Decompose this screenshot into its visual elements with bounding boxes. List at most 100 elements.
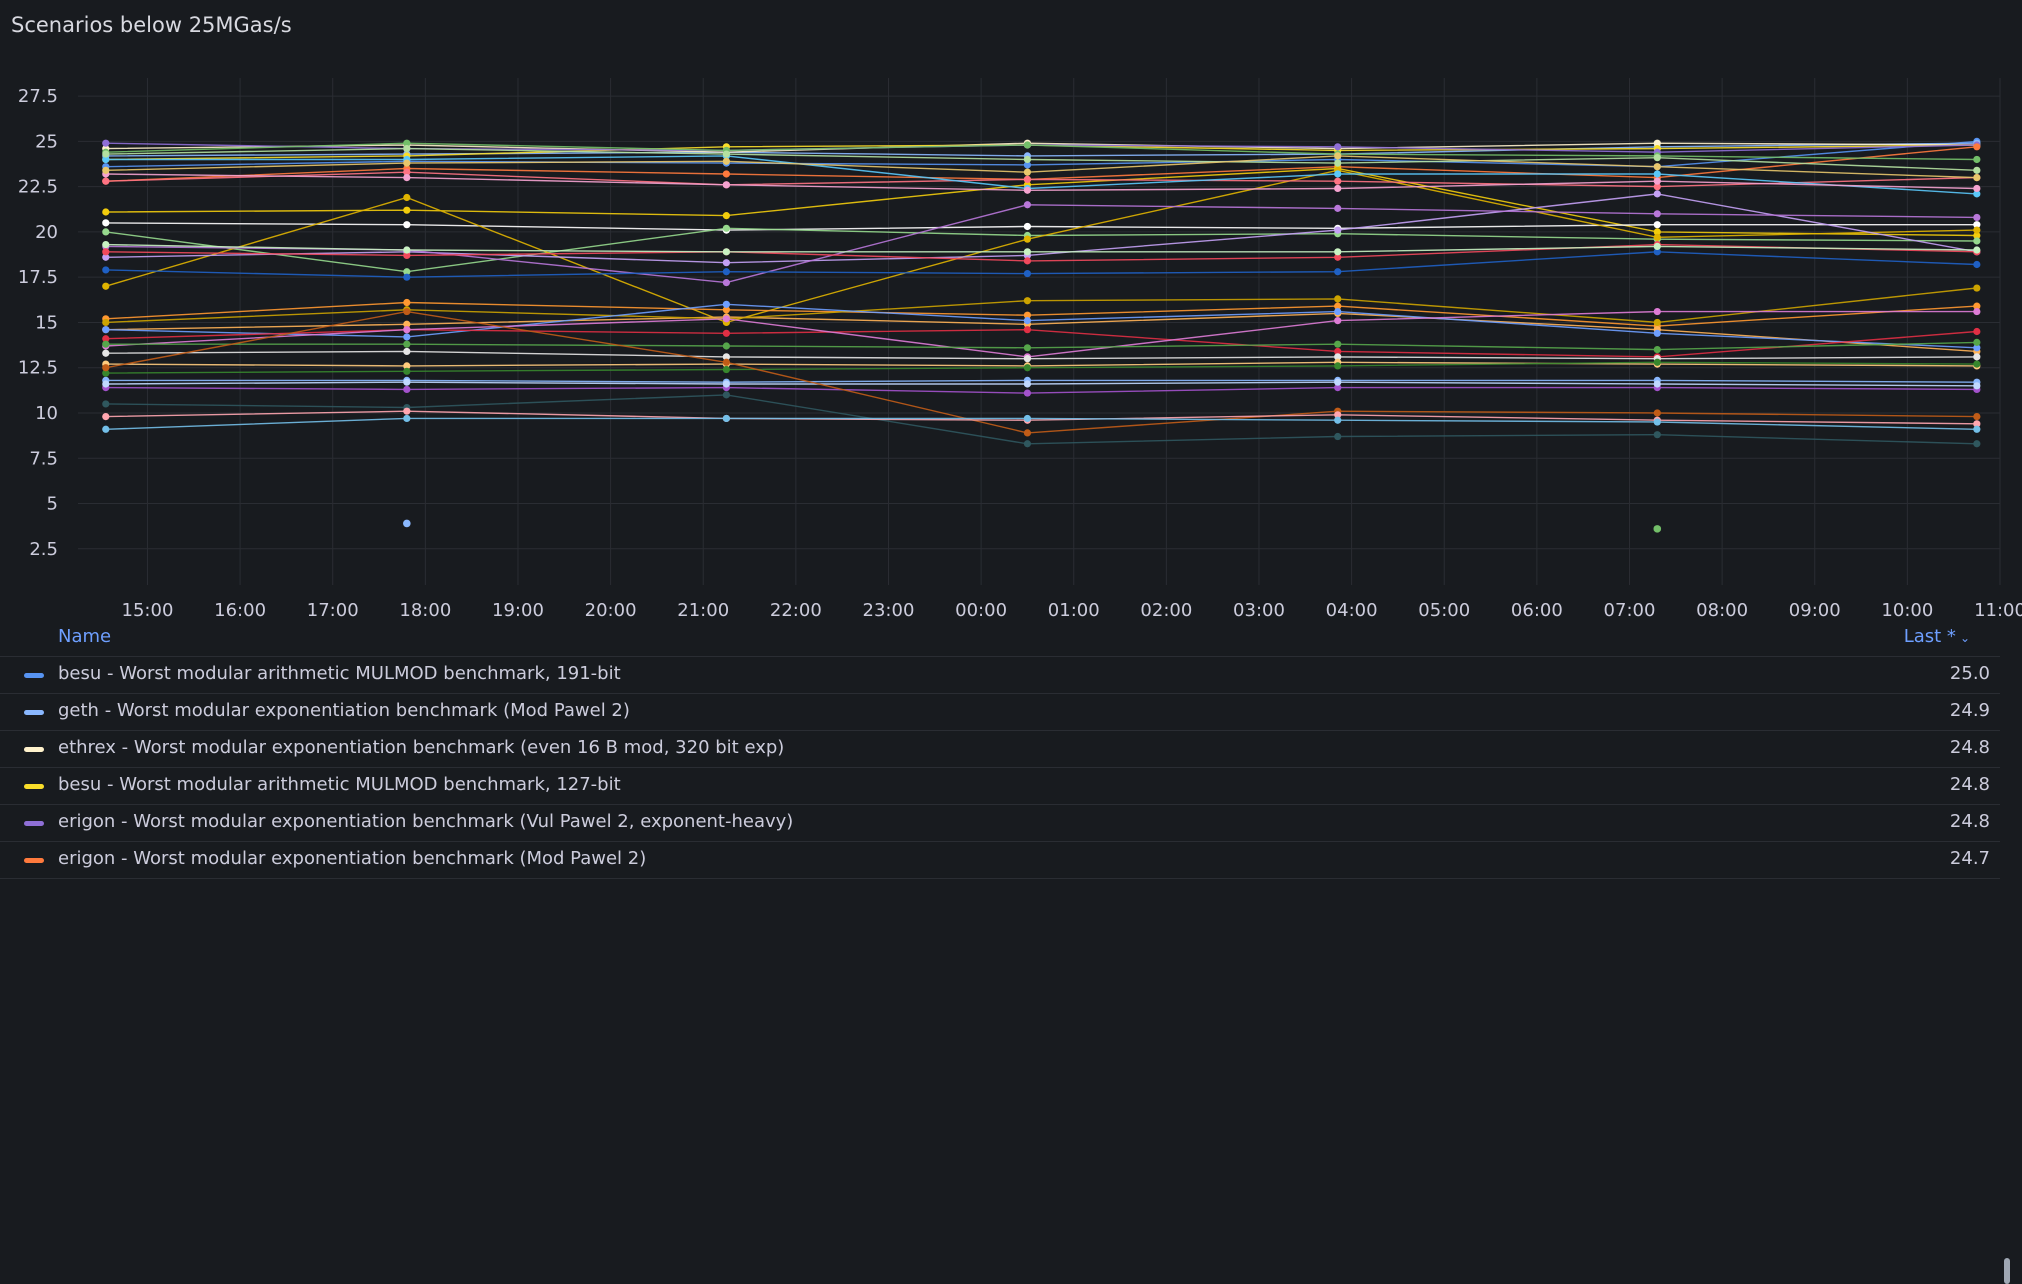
legend-last-value: 24.8 — [1949, 737, 1990, 758]
data-point — [1334, 226, 1342, 234]
data-point — [1653, 358, 1661, 366]
series-line — [105, 144, 1977, 161]
data-point — [1023, 269, 1032, 278]
data-point — [403, 407, 411, 415]
sort-desc-icon: ⌄ — [1959, 631, 1970, 645]
x-tick-label: 00:00 — [955, 600, 1007, 621]
x-tick-label: 19:00 — [492, 600, 544, 621]
data-point — [1023, 344, 1032, 352]
series-color-swatch — [24, 784, 44, 789]
legend-row[interactable]: ethrex - Worst modular exponentiation be… — [0, 731, 2000, 768]
data-point — [102, 266, 110, 274]
data-point — [1653, 329, 1661, 337]
data-point — [1973, 166, 1981, 174]
data-point — [403, 145, 411, 153]
data-point — [1334, 384, 1342, 392]
data-point — [1653, 233, 1661, 241]
legend-row[interactable]: geth - Worst modular exponentiation benc… — [0, 694, 2000, 731]
x-tick-label: 02:00 — [1140, 600, 1192, 621]
data-point — [102, 282, 110, 290]
data-point — [102, 253, 110, 261]
data-point — [722, 279, 730, 287]
data-point — [403, 326, 411, 334]
data-point — [1653, 318, 1661, 327]
data-point — [1973, 327, 1981, 336]
legend-last-value: 25.0 — [1949, 663, 1990, 684]
series-line — [105, 328, 1977, 358]
data-point — [102, 380, 110, 388]
data-point — [1653, 242, 1661, 250]
data-point — [1023, 248, 1032, 256]
x-tick-label: 04:00 — [1326, 600, 1378, 621]
legend-series-name: ethrex - Worst modular exponentiation be… — [58, 737, 785, 758]
data-point — [1334, 204, 1342, 212]
legend-scrollbar[interactable] — [2004, 1258, 2010, 1284]
data-point — [1653, 210, 1661, 218]
data-point — [403, 362, 411, 370]
data-point — [1973, 382, 1981, 390]
panel-title[interactable]: Scenarios below 25MGas/s — [11, 13, 292, 37]
data-point — [1973, 338, 1981, 346]
data-point — [1973, 226, 1981, 234]
data-point — [102, 166, 110, 174]
data-point — [102, 340, 110, 348]
series-line — [105, 287, 1977, 324]
x-tick-label: 15:00 — [122, 600, 174, 621]
data-point — [1973, 184, 1981, 193]
data-point — [403, 347, 411, 356]
x-tick-label: 05:00 — [1418, 600, 1470, 621]
data-point — [1334, 416, 1342, 424]
data-point — [1023, 201, 1032, 209]
y-tick-label: 5 — [47, 494, 58, 515]
data-point — [403, 268, 411, 276]
data-point — [722, 268, 730, 276]
data-point — [102, 177, 110, 185]
data-point — [403, 173, 411, 182]
data-point — [102, 240, 110, 249]
x-tick-label: 01:00 — [1048, 600, 1100, 621]
data-point — [1334, 170, 1342, 178]
line-chart[interactable]: 27.5 25 22.5 20 17.5 15 12.5 10 7.5 5 2.5 15:00 16:… — [0, 0, 2022, 622]
data-point — [1973, 213, 1981, 222]
data-point — [1653, 163, 1661, 171]
legend-row[interactable]: erigon - Worst modular exponentiation be… — [0, 842, 2000, 879]
data-point — [102, 248, 110, 256]
x-tick-label: 23:00 — [863, 600, 915, 621]
data-point — [1653, 228, 1661, 236]
data-point — [1023, 380, 1032, 388]
data-point — [1973, 231, 1981, 240]
data-point — [722, 380, 730, 388]
data-point — [1023, 186, 1032, 194]
data-point — [1973, 237, 1981, 245]
data-point — [102, 364, 110, 372]
y-tick-label: 20 — [35, 222, 58, 243]
series-color-swatch — [24, 821, 44, 826]
series-line — [105, 341, 1977, 351]
x-tick-label: 06:00 — [1511, 600, 1563, 621]
series-line — [105, 222, 1977, 231]
x-tick-label: 17:00 — [307, 600, 359, 621]
legend-last-header[interactable]: Last * ⌄ — [1904, 626, 1970, 647]
data-point — [403, 159, 411, 167]
legend-row[interactable]: erigon - Worst modular exponentiation be… — [0, 805, 2000, 842]
data-point — [722, 224, 730, 232]
legend-row[interactable]: besu - Worst modular arithmetic MULMOD b… — [0, 657, 2000, 694]
legend-name-header[interactable]: Name — [58, 626, 112, 647]
chart-grid — [78, 78, 2001, 585]
data-point — [1023, 297, 1032, 305]
data-point — [1973, 143, 1981, 151]
data-point — [722, 365, 730, 374]
data-point — [1653, 525, 1662, 533]
data-point — [403, 246, 411, 254]
series-color-swatch — [24, 673, 44, 678]
data-point — [722, 212, 730, 220]
data-point — [1973, 307, 1981, 316]
x-tick-label: 08:00 — [1696, 600, 1748, 621]
data-point — [1653, 248, 1661, 256]
legend-row[interactable]: besu - Worst modular arithmetic MULMOD b… — [0, 768, 2000, 805]
data-point — [1334, 159, 1342, 167]
x-tick-label: 22:00 — [770, 600, 822, 621]
data-point — [403, 414, 411, 423]
data-point — [1334, 307, 1342, 316]
